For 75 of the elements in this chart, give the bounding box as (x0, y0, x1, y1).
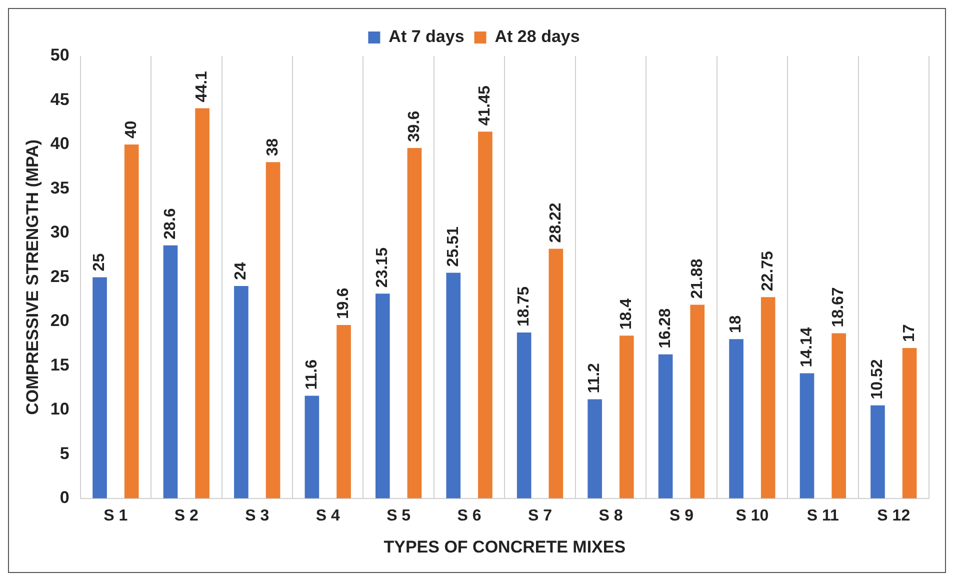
y-tick-label: 30 (50, 222, 70, 242)
x-tick-label: S 4 (316, 507, 340, 524)
data-label: 18 (728, 315, 745, 334)
bar (478, 132, 492, 498)
bar (870, 405, 885, 498)
bar (690, 304, 705, 498)
data-label: 10.52 (869, 359, 886, 400)
bar (658, 354, 673, 498)
y-tick-label: 45 (50, 90, 70, 109)
bar (902, 348, 917, 498)
bar (446, 272, 461, 498)
x-tick-label: S 12 (877, 507, 910, 524)
data-label: 18.75 (516, 286, 533, 326)
data-label: 18.67 (830, 287, 848, 328)
y-tick-label: 0 (60, 488, 70, 508)
y-tick-label: 20 (50, 311, 70, 330)
x-tick-label: S 1 (104, 507, 128, 524)
y-tick-label: 5 (60, 444, 70, 463)
data-label: 18.4 (618, 298, 636, 330)
x-tick-label: S 8 (598, 507, 623, 524)
bar (234, 286, 248, 498)
bar (375, 294, 390, 498)
data-label: 28.6 (162, 208, 179, 240)
y-tick-label: 10 (50, 400, 70, 419)
bar (832, 333, 846, 498)
bar (760, 297, 776, 498)
data-label: 11.6 (303, 359, 320, 390)
bar (619, 336, 634, 498)
bar (588, 399, 602, 498)
data-label: 17 (900, 324, 918, 342)
bar (124, 144, 139, 498)
x-tick-label: S 2 (174, 507, 199, 524)
x-tick-label: S 3 (245, 507, 270, 524)
legend-label: At 28 days (494, 27, 580, 46)
data-label: 16.28 (656, 308, 674, 348)
data-label: 23.15 (374, 247, 392, 288)
bar (163, 245, 178, 498)
data-label: 44.1 (194, 70, 211, 102)
data-label: 14.14 (798, 327, 816, 368)
data-label: 41.45 (476, 86, 494, 126)
data-label: 39.6 (406, 110, 423, 142)
bar (548, 248, 564, 498)
y-tick-label: 50 (50, 46, 70, 65)
bar (195, 108, 210, 498)
y-tick-label: 15 (50, 355, 70, 374)
data-label: 11.2 (586, 362, 604, 394)
bar (516, 332, 532, 498)
x-tick-label: S 11 (806, 507, 840, 524)
y-axis-title: COMPRESSIVE STRENGTH (MPA) (22, 139, 42, 415)
bar (407, 148, 422, 498)
x-tick-label: S 7 (528, 507, 552, 524)
bar (266, 162, 280, 498)
data-label: 22.75 (760, 250, 777, 292)
bar (336, 324, 351, 498)
legend-label: At 7 days (388, 27, 464, 46)
data-label: 19.6 (335, 288, 352, 319)
bar (800, 373, 814, 498)
data-label: 28.22 (547, 202, 564, 243)
y-tick-label: 40 (50, 134, 70, 154)
data-label: 25 (91, 253, 108, 272)
x-tick-label: S 9 (669, 507, 694, 524)
x-tick-label: S 10 (736, 507, 769, 524)
data-label: 25.51 (444, 226, 462, 267)
x-tick-label: S 5 (386, 507, 411, 524)
data-label: 40 (122, 120, 140, 138)
bar (92, 277, 107, 498)
x-axis-title: TYPES OF CONCRETE MIXES (384, 537, 626, 556)
data-label: 24 (232, 262, 250, 280)
bar (304, 396, 320, 498)
x-tick-label: S 6 (457, 507, 482, 524)
y-tick-label: 35 (50, 178, 70, 198)
data-label: 38 (264, 138, 282, 156)
data-label: 21.88 (688, 258, 706, 299)
bar (729, 339, 744, 498)
y-tick-label: 25 (50, 266, 70, 286)
